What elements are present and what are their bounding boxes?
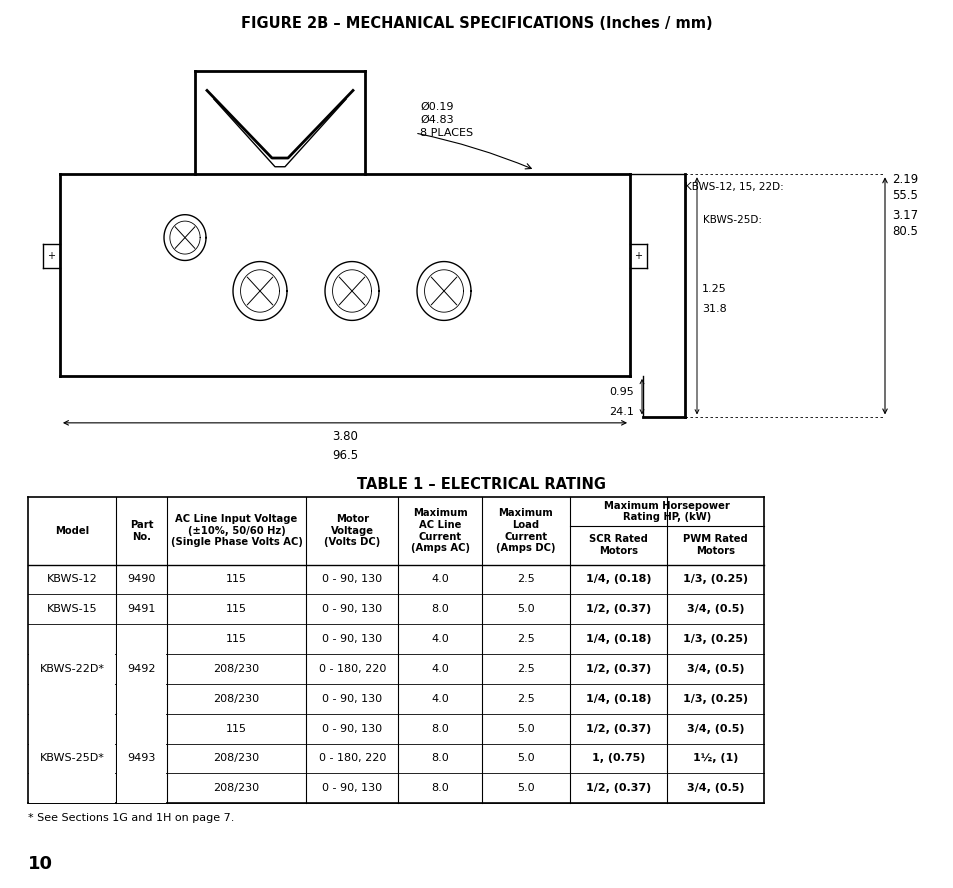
Text: 5.0: 5.0 <box>517 753 534 764</box>
Text: 3.80: 3.80 <box>332 431 357 443</box>
Text: KBWS-22D*: KBWS-22D* <box>40 664 105 674</box>
Text: 5.0: 5.0 <box>517 724 534 733</box>
Text: 1/3, (0.25): 1/3, (0.25) <box>682 634 747 644</box>
Text: Ø0.19
Ø4.83
8 PLACES: Ø0.19 Ø4.83 8 PLACES <box>419 102 473 138</box>
Text: 96.5: 96.5 <box>332 449 357 462</box>
Text: 0 - 90, 130: 0 - 90, 130 <box>322 724 382 733</box>
Text: KBWS-12, 15, 22D:: KBWS-12, 15, 22D: <box>684 182 783 193</box>
Text: 1/2, (0.37): 1/2, (0.37) <box>585 724 650 733</box>
Text: KBWS-25D:: KBWS-25D: <box>702 215 761 226</box>
Text: 1/3, (0.25): 1/3, (0.25) <box>682 694 747 704</box>
Text: 1/4, (0.18): 1/4, (0.18) <box>585 634 650 644</box>
Text: 208/230: 208/230 <box>213 783 259 793</box>
Bar <box>30 624 115 713</box>
Text: 2.5: 2.5 <box>517 694 534 704</box>
Text: 208/230: 208/230 <box>213 694 259 704</box>
Text: * See Sections 1G and 1H on page 7.: * See Sections 1G and 1H on page 7. <box>29 813 234 823</box>
Text: 0 - 180, 220: 0 - 180, 220 <box>318 753 386 764</box>
Text: +: + <box>48 250 55 260</box>
Text: 0 - 90, 130: 0 - 90, 130 <box>322 605 382 614</box>
Text: Maximum
AC Line
Current
(Amps AC): Maximum AC Line Current (Amps AC) <box>410 509 469 553</box>
Text: 208/230: 208/230 <box>213 664 259 674</box>
Text: 0 - 90, 130: 0 - 90, 130 <box>322 575 382 584</box>
Text: 31.8: 31.8 <box>701 304 726 314</box>
Text: 5.0: 5.0 <box>517 783 534 793</box>
Text: 0 - 180, 220: 0 - 180, 220 <box>318 664 386 674</box>
Text: 3/4, (0.5): 3/4, (0.5) <box>686 724 743 733</box>
Text: PWM Rated
Motors: PWM Rated Motors <box>682 535 747 556</box>
Text: 1/4, (0.18): 1/4, (0.18) <box>585 694 650 704</box>
Text: FIGURE 2B – MECHANICAL SPECIFICATIONS (Inches / mm): FIGURE 2B – MECHANICAL SPECIFICATIONS (I… <box>241 16 712 31</box>
Text: 4.0: 4.0 <box>431 664 449 674</box>
Text: 8.0: 8.0 <box>431 753 449 764</box>
Text: 1/3, (0.25): 1/3, (0.25) <box>682 575 747 584</box>
Text: 3/4, (0.5): 3/4, (0.5) <box>686 605 743 614</box>
Text: 9491: 9491 <box>128 605 155 614</box>
Bar <box>117 624 166 713</box>
Text: 0 - 90, 130: 0 - 90, 130 <box>322 783 382 793</box>
Text: 9492: 9492 <box>128 664 155 674</box>
Text: 1/4, (0.18): 1/4, (0.18) <box>585 575 650 584</box>
Text: 10: 10 <box>29 855 53 873</box>
Text: Maximum
Load
Current
(Amps DC): Maximum Load Current (Amps DC) <box>496 509 555 553</box>
Text: TABLE 1 – ELECTRICAL RATING: TABLE 1 – ELECTRICAL RATING <box>356 477 606 492</box>
Text: 115: 115 <box>226 634 247 644</box>
Bar <box>117 714 166 803</box>
Text: 3/4, (0.5): 3/4, (0.5) <box>686 783 743 793</box>
Text: KBWS-25D*: KBWS-25D* <box>40 753 105 764</box>
Text: 0 - 90, 130: 0 - 90, 130 <box>322 694 382 704</box>
Text: 2.5: 2.5 <box>517 575 534 584</box>
Text: KBWS-12: KBWS-12 <box>47 575 97 584</box>
Text: 1, (0.75): 1, (0.75) <box>591 753 644 764</box>
Text: 115: 115 <box>226 605 247 614</box>
Text: 9493: 9493 <box>128 753 155 764</box>
Text: 8.0: 8.0 <box>431 724 449 733</box>
Text: 1½, (1): 1½, (1) <box>692 753 738 764</box>
Text: 208/230: 208/230 <box>213 753 259 764</box>
Text: 24.1: 24.1 <box>608 407 634 417</box>
Text: 2.19
55.5: 2.19 55.5 <box>891 173 918 202</box>
Text: 0.95: 0.95 <box>609 387 634 397</box>
Text: 1/2, (0.37): 1/2, (0.37) <box>585 605 650 614</box>
Text: 0 - 90, 130: 0 - 90, 130 <box>322 634 382 644</box>
Text: 2.5: 2.5 <box>517 634 534 644</box>
Text: 8.0: 8.0 <box>431 605 449 614</box>
Text: 4.0: 4.0 <box>431 634 449 644</box>
Bar <box>30 714 115 803</box>
Text: 9490: 9490 <box>128 575 155 584</box>
Text: 1.25: 1.25 <box>701 284 726 294</box>
Text: 115: 115 <box>226 724 247 733</box>
Text: Motor
Voltage
(Volts DC): Motor Voltage (Volts DC) <box>324 514 380 548</box>
Text: 1/2, (0.37): 1/2, (0.37) <box>585 783 650 793</box>
Text: 5.0: 5.0 <box>517 605 534 614</box>
Text: 115: 115 <box>226 575 247 584</box>
Text: KBWS-15: KBWS-15 <box>47 605 97 614</box>
Text: 3.17
80.5: 3.17 80.5 <box>891 209 917 238</box>
Text: Maximum Horsepower
Rating HP, (kW): Maximum Horsepower Rating HP, (kW) <box>603 501 729 522</box>
Text: 1/2, (0.37): 1/2, (0.37) <box>585 664 650 674</box>
Text: 8.0: 8.0 <box>431 783 449 793</box>
Text: 4.0: 4.0 <box>431 575 449 584</box>
Text: Part
No.: Part No. <box>130 520 153 542</box>
Text: SCR Rated
Motors: SCR Rated Motors <box>588 535 647 556</box>
Text: AC Line Input Voltage
(±10%, 50/60 Hz)
(Single Phase Volts AC): AC Line Input Voltage (±10%, 50/60 Hz) (… <box>171 514 302 548</box>
Text: +: + <box>634 250 641 260</box>
Text: 2.5: 2.5 <box>517 664 534 674</box>
Text: 3/4, (0.5): 3/4, (0.5) <box>686 664 743 674</box>
Text: 4.0: 4.0 <box>431 694 449 704</box>
Text: Model: Model <box>55 526 90 535</box>
